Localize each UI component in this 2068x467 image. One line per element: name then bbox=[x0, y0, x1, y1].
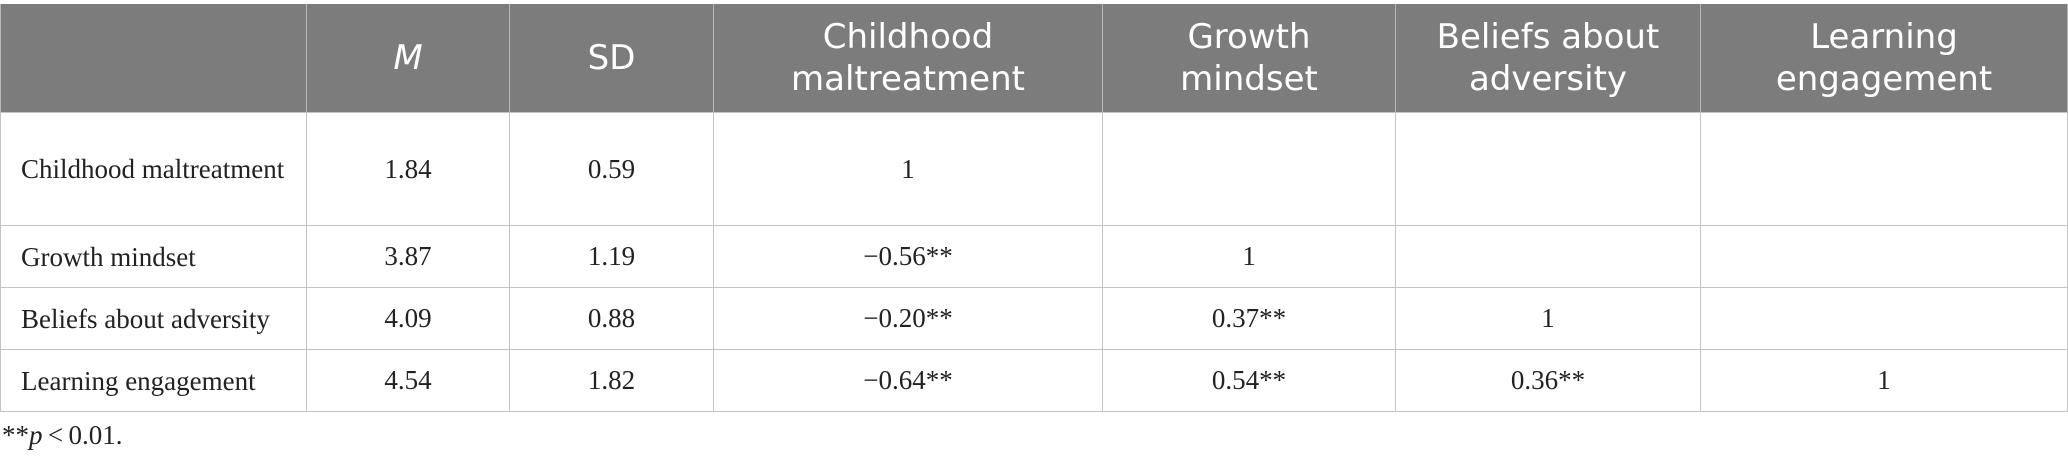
table-cell: 0.59 bbox=[509, 112, 714, 226]
table-cell bbox=[1700, 225, 2068, 288]
row-label: Learning engagement bbox=[0, 349, 307, 412]
header-learning-engagement: Learning engagement bbox=[1700, 4, 2068, 113]
footnote-p: p bbox=[29, 420, 43, 450]
footnote-threshold: < 0.01. bbox=[42, 420, 123, 450]
table-cell: 1.82 bbox=[509, 349, 714, 412]
table-cell bbox=[1102, 112, 1396, 226]
table-row: Growth mindset 3.87 1.19 −0.56** 1 bbox=[0, 225, 2068, 288]
table-cell: 0.54** bbox=[1102, 349, 1396, 412]
table-cell: 0.36** bbox=[1395, 349, 1701, 412]
table-cell: 1 bbox=[1395, 287, 1701, 350]
header-empty bbox=[0, 4, 307, 113]
table-footnote: **p < 0.01. bbox=[2, 420, 123, 451]
correlation-table-container: M SD Childhood maltreatment Growth minds… bbox=[0, 4, 2068, 412]
row-label: Growth mindset bbox=[0, 225, 307, 288]
table-row: Learning engagement 4.54 1.82 −0.64** 0.… bbox=[0, 349, 2068, 412]
footnote-stars: ** bbox=[2, 420, 29, 450]
table-cell: 0.88 bbox=[509, 287, 714, 350]
row-label: Childhood maltreatment bbox=[0, 112, 307, 226]
table-cell bbox=[1395, 225, 1701, 288]
table-cell: −0.64** bbox=[713, 349, 1103, 412]
header-row: M SD Childhood maltreatment Growth minds… bbox=[0, 4, 2068, 113]
correlation-table: M SD Childhood maltreatment Growth minds… bbox=[0, 4, 2068, 412]
header-beliefs-about-adversity: Beliefs about adversity bbox=[1395, 4, 1701, 113]
table-row: Beliefs about adversity 4.09 0.88 −0.20*… bbox=[0, 287, 2068, 350]
table-cell: 3.87 bbox=[306, 225, 510, 288]
table-cell: 0.37** bbox=[1102, 287, 1396, 350]
table-cell: 1.19 bbox=[509, 225, 714, 288]
table-cell: 4.54 bbox=[306, 349, 510, 412]
header-childhood-maltreatment: Childhood maltreatment bbox=[713, 4, 1103, 113]
table-cell: 1 bbox=[713, 112, 1103, 226]
table-cell: 1 bbox=[1102, 225, 1396, 288]
table-cell: 1.84 bbox=[306, 112, 510, 226]
table-cell bbox=[1395, 112, 1701, 226]
table-cell: −0.20** bbox=[713, 287, 1103, 350]
row-label: Beliefs about adversity bbox=[0, 287, 307, 350]
table-cell bbox=[1700, 287, 2068, 350]
header-sd: SD bbox=[509, 4, 714, 113]
table-cell: −0.56** bbox=[713, 225, 1103, 288]
table-cell: 1 bbox=[1700, 349, 2068, 412]
table-cell bbox=[1700, 112, 2068, 226]
header-mean: M bbox=[306, 4, 510, 113]
header-growth-mindset: Growth mindset bbox=[1102, 4, 1396, 113]
table-row: Childhood maltreatment 1.84 0.59 1 bbox=[0, 112, 2068, 226]
table-cell: 4.09 bbox=[306, 287, 510, 350]
